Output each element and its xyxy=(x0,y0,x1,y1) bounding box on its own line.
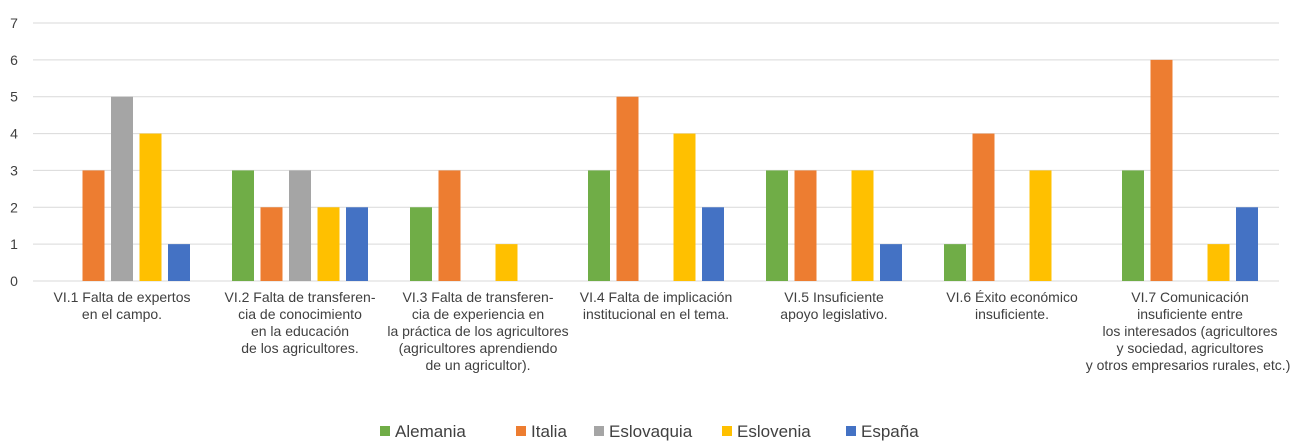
x-tick-label: VI.1 Falta de expertos en el campo. xyxy=(54,289,191,322)
bar xyxy=(111,96,133,281)
bar xyxy=(673,133,696,281)
bar xyxy=(1029,170,1052,281)
bar xyxy=(972,133,995,281)
bar xyxy=(495,244,518,281)
x-tick-label: VI.3 Falta de transferen-cia de experien… xyxy=(387,289,568,373)
y-tick-label: 6 xyxy=(10,52,18,68)
bar xyxy=(880,244,902,281)
y-tick-label: 2 xyxy=(10,199,18,215)
legend-swatch xyxy=(846,426,856,436)
legend-label: España xyxy=(861,422,919,441)
bar xyxy=(82,170,105,281)
legend-label: Eslovaquia xyxy=(609,422,693,441)
bar xyxy=(794,170,817,281)
bar xyxy=(168,244,190,281)
bar xyxy=(1150,59,1173,281)
bar xyxy=(260,207,283,281)
bar xyxy=(1122,170,1144,281)
x-tick-label: VI.5 Insuficiente apoyo legislativo. xyxy=(780,289,887,322)
bar xyxy=(616,96,639,281)
bar xyxy=(317,207,340,281)
bar xyxy=(410,207,432,281)
bar xyxy=(1207,244,1230,281)
legend-swatch xyxy=(516,426,526,436)
legend-label: Italia xyxy=(531,422,567,441)
bar xyxy=(1236,207,1258,281)
bar xyxy=(702,207,724,281)
bar xyxy=(944,244,966,281)
x-tick-label: VI.4 Falta de implicación institucional e… xyxy=(580,289,733,322)
legend-label: Alemania xyxy=(395,422,466,441)
y-tick-label: 0 xyxy=(10,273,18,289)
bar xyxy=(346,207,368,281)
bar xyxy=(851,170,874,281)
y-tick-label: 3 xyxy=(10,162,18,178)
y-tick-label: 5 xyxy=(10,89,18,105)
bar xyxy=(588,170,610,281)
bar xyxy=(438,170,461,281)
x-tick-label: VI.2 Falta de transferen-cia de conocimi… xyxy=(225,289,376,356)
y-tick-label: 7 xyxy=(10,15,18,31)
x-tick-label: VI.6 Éxito económico insuficiente. xyxy=(946,289,1078,322)
bar xyxy=(232,170,254,281)
y-tick-label: 1 xyxy=(10,236,18,252)
legend-swatch xyxy=(722,426,732,436)
bar xyxy=(139,133,162,281)
legend-swatch xyxy=(594,426,604,436)
bar xyxy=(766,170,788,281)
legend-swatch xyxy=(380,426,390,436)
bar xyxy=(289,170,311,281)
x-tick-label: VI.7 Comunicación insuficiente entre los i… xyxy=(1086,289,1290,373)
legend-label: Eslovenia xyxy=(737,422,811,441)
y-tick-label: 4 xyxy=(10,126,18,142)
